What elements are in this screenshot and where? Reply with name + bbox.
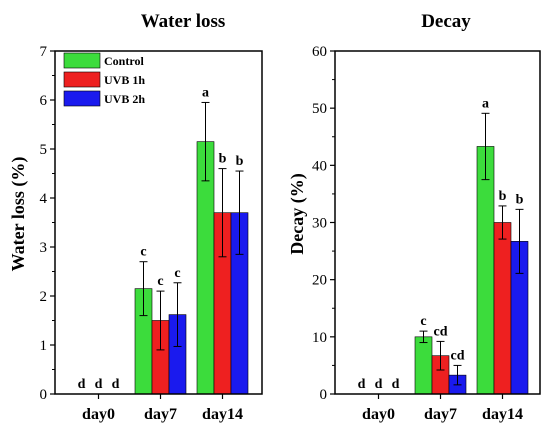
water-loss-significance-label: d xyxy=(95,377,103,392)
decay-plot-frame xyxy=(334,50,541,395)
decay-error-bar xyxy=(453,364,462,386)
decay-significance-label: d xyxy=(375,377,383,392)
legend-label: UVB 2h xyxy=(104,92,145,106)
legend: Control UVB 1h UVB 2h xyxy=(63,52,145,107)
water-loss-y-tick-label: 0 xyxy=(40,387,48,403)
water-loss-significance-label: b xyxy=(236,154,244,169)
decay-error-bar xyxy=(436,340,445,371)
decay-y-tick-label: 30 xyxy=(312,216,327,232)
decay-significance-label: cd xyxy=(451,348,465,363)
water-loss-significance-label: c xyxy=(174,266,180,281)
decay-x-tick-label: day7 xyxy=(424,406,457,423)
water-loss-y-tick-label: 6 xyxy=(40,93,48,109)
water-loss-error-bar xyxy=(173,282,182,347)
decay-significance-label: b xyxy=(499,189,507,204)
decay-y-tick-label: 40 xyxy=(312,158,327,174)
legend-swatch-control xyxy=(63,52,101,69)
legend-label: UVB 1h xyxy=(104,73,145,87)
water-loss-x-tick-label: day14 xyxy=(202,406,243,423)
decay-y-tick-label: 0 xyxy=(320,387,328,403)
water-loss-error-bar xyxy=(235,170,244,255)
water-loss-significance-label: c xyxy=(140,245,146,260)
decay-error-bar xyxy=(515,208,524,274)
decay-bar-day14-control xyxy=(476,146,495,395)
decay-x-tick-label: day0 xyxy=(362,406,395,423)
water-loss-significance-label: b xyxy=(219,152,227,167)
water-loss-y-tick-label: 5 xyxy=(40,142,48,158)
water-loss-y-tick-label: 2 xyxy=(40,289,48,305)
water-loss-x-tick-label: day0 xyxy=(82,406,115,423)
water-loss-significance-label: d xyxy=(78,377,86,392)
water-loss-title: Water loss xyxy=(141,11,226,32)
decay-significance-label: c xyxy=(420,314,426,329)
legend-swatch-uvb-1h xyxy=(63,71,101,88)
water-loss-plot-frame xyxy=(54,50,263,395)
decay-significance-label: a xyxy=(482,96,489,111)
water-loss-y-tick-label: 1 xyxy=(40,338,48,354)
decay-y-axis-label: Decay (%) xyxy=(287,173,308,254)
decay-y-tick-label: 20 xyxy=(312,273,327,289)
water-loss-significance-label: c xyxy=(157,274,163,289)
decay-significance-label: cd xyxy=(434,324,448,339)
water-loss-y-axis-label: Water loss (%) xyxy=(8,157,29,272)
decay-error-bar xyxy=(419,330,428,344)
water-loss-significance-label: a xyxy=(202,85,209,100)
decay-bar-day7-control xyxy=(414,336,433,395)
water-loss-error-bar xyxy=(218,168,227,258)
decay-x-tick-label: day14 xyxy=(482,406,523,423)
water-loss-x-tick-label: day7 xyxy=(144,406,177,423)
decay-title: Decay xyxy=(421,11,471,32)
water-loss-error-bar xyxy=(139,261,148,317)
water-loss-error-bar xyxy=(156,290,165,351)
legend-label: Control xyxy=(104,54,144,68)
decay-bar-day14-uvb-1h xyxy=(493,222,512,395)
water-loss-error-bar xyxy=(201,101,210,182)
decay-significance-label: d xyxy=(392,377,400,392)
water-loss-significance-label: d xyxy=(112,377,120,392)
legend-swatch-uvb-2h xyxy=(63,90,101,107)
decay-significance-label: b xyxy=(516,192,524,207)
decay-y-tick-label: 60 xyxy=(312,44,327,60)
decay-y-tick-label: 50 xyxy=(312,101,327,117)
decay-significance-label: d xyxy=(358,377,366,392)
decay-error-bar xyxy=(498,205,507,240)
water-loss-y-tick-label: 7 xyxy=(40,44,48,60)
decay-y-tick-label: 10 xyxy=(312,330,327,346)
decay-error-bar xyxy=(481,112,490,181)
water-loss-y-tick-label: 3 xyxy=(40,240,48,256)
water-loss-y-tick-label: 4 xyxy=(40,191,48,207)
